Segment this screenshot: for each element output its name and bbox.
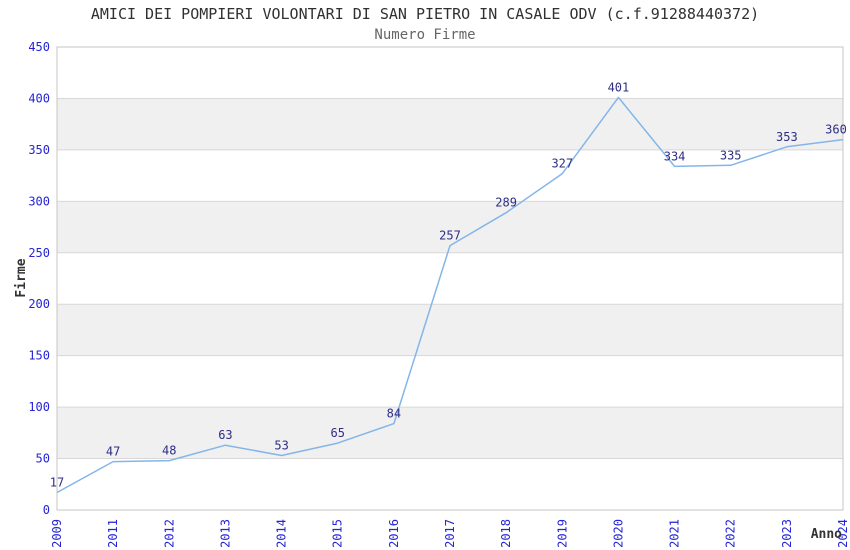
y-tick-label: 450 [28,40,50,54]
x-tick-label: 2018 [499,519,513,548]
y-tick-label: 300 [28,194,50,208]
data-label: 65 [330,426,344,440]
data-label: 334 [664,149,686,163]
chart-title: AMICI DEI POMPIERI VOLONTARI DI SAN PIET… [90,5,760,23]
y-tick-label: 350 [28,143,50,157]
plot-band [57,407,843,459]
y-tick-label: 0 [43,503,50,517]
data-label: 257 [439,229,461,243]
y-tick-label: 250 [28,246,50,260]
y-tick-label: 200 [28,297,50,311]
plot-band [57,304,843,356]
x-tick-label: 2012 [162,519,176,548]
data-label: 17 [50,476,64,490]
y-tick-label: 100 [28,400,50,414]
y-axis-title: Firme [14,258,29,297]
x-tick-label: 2022 [724,519,738,548]
y-tick-label: 50 [36,452,50,466]
x-tick-label: 2017 [443,519,457,548]
x-axis-title: Anno [811,527,842,542]
data-label: 360 [825,123,847,137]
chart-subtitle: Numero Firme [374,27,476,43]
x-tick-label: 2016 [387,519,401,548]
x-tick-label: 2014 [275,519,289,548]
data-label: 84 [387,407,401,421]
x-tick-label: 2023 [780,519,794,548]
data-label: 47 [106,445,120,459]
y-tick-label: 400 [28,91,50,105]
series-line [56,96,844,494]
x-tick-label: 2015 [331,519,345,548]
x-tick-label: 2009 [50,519,64,548]
plot-band [57,201,843,253]
x-tick-label: 2011 [106,519,120,548]
data-label: 327 [551,157,573,171]
data-label: 401 [608,80,630,94]
data-label: 63 [218,428,232,442]
data-label: 53 [274,438,288,452]
x-tick-label: 2013 [218,519,232,548]
x-tick-label: 2019 [555,519,569,548]
x-tick-label: 2024 [836,519,850,548]
data-label: 289 [495,196,517,210]
data-label: 335 [720,148,742,162]
data-label: 353 [776,130,798,144]
y-tick-label: 150 [28,349,50,363]
plot-band [57,98,843,150]
data-label: 48 [162,444,176,458]
x-tick-label: 2020 [611,519,625,548]
x-tick-label: 2021 [668,519,682,548]
plot-border [56,46,844,511]
